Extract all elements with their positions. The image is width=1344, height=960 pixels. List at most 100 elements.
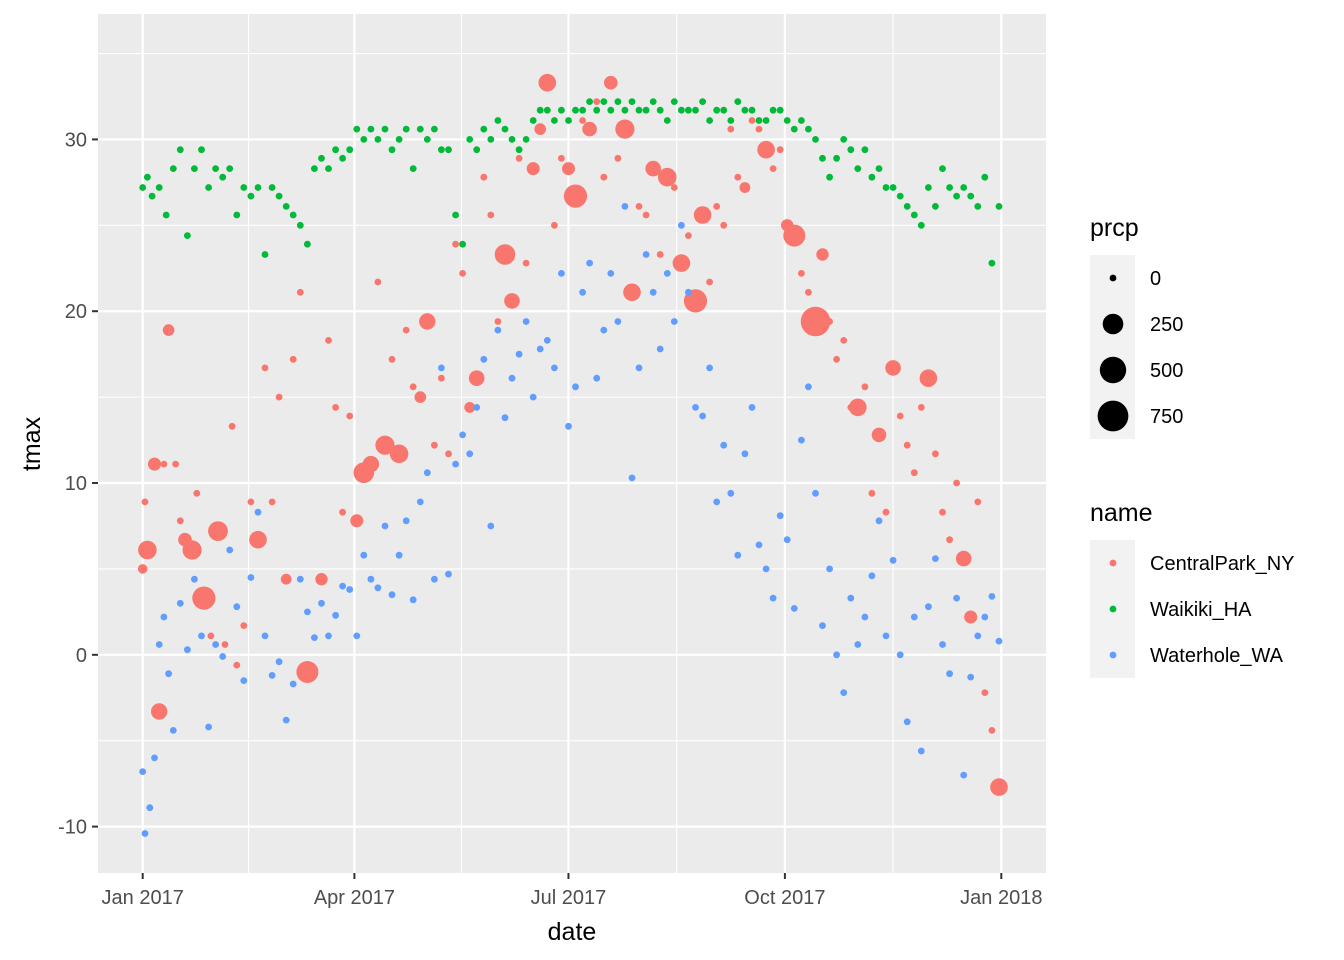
- point-centralpark-ny: [882, 508, 890, 516]
- point-centralpark-ny: [247, 498, 255, 506]
- point-waikiki-ha: [713, 106, 721, 114]
- point-centralpark-ny: [990, 778, 1008, 796]
- point-centralpark-ny: [141, 498, 149, 506]
- point-centralpark-ny: [615, 119, 635, 139]
- point-waikiki-ha: [176, 146, 184, 154]
- point-centralpark-ny: [658, 167, 677, 187]
- point-waikiki-ha: [508, 136, 516, 143]
- point-waikiki-ha: [487, 136, 495, 143]
- point-waikiki-ha: [903, 203, 911, 210]
- point-waterhole-wa: [501, 414, 509, 422]
- point-centralpark-ny: [172, 460, 180, 468]
- point-waikiki-ha: [360, 136, 368, 143]
- point-waterhole-wa: [254, 508, 262, 516]
- point-centralpark-ny: [409, 383, 417, 391]
- point-waikiki-ha: [917, 221, 925, 229]
- point-waikiki-ha: [169, 165, 177, 173]
- point-centralpark-ny: [240, 622, 248, 629]
- point-waikiki-ha: [706, 117, 713, 124]
- size-legend-label: 500: [1150, 360, 1183, 382]
- plot-panel: [98, 14, 1046, 873]
- point-waikiki-ha: [995, 203, 1003, 210]
- point-waikiki-ha: [304, 240, 311, 248]
- point-waterhole-wa: [558, 270, 565, 277]
- point-waikiki-ha: [198, 146, 205, 154]
- y-axis-title: tmax: [18, 416, 46, 471]
- point-waikiki-ha: [155, 184, 163, 191]
- point-waikiki-ha: [925, 184, 932, 191]
- point-waterhole-wa: [917, 747, 925, 755]
- color-legend-title: name: [1090, 499, 1153, 527]
- point-waikiki-ha: [346, 146, 354, 154]
- point-centralpark-ny: [776, 146, 784, 154]
- point-waikiki-ha: [861, 146, 869, 154]
- point-waikiki-ha: [219, 173, 227, 181]
- point-waterhole-wa: [826, 565, 833, 573]
- point-centralpark-ny: [268, 498, 276, 506]
- point-waterhole-wa: [861, 613, 869, 621]
- point-centralpark-ny: [755, 125, 763, 133]
- point-centralpark-ny: [685, 232, 692, 240]
- point-centralpark-ny: [748, 117, 756, 124]
- point-centralpark-ny: [734, 173, 742, 181]
- point-centralpark-ny: [885, 360, 901, 376]
- point-centralpark-ny: [670, 184, 678, 191]
- point-waikiki-ha: [289, 211, 297, 219]
- point-waterhole-wa: [268, 672, 276, 679]
- point-centralpark-ny: [275, 393, 283, 401]
- point-centralpark-ny: [160, 460, 168, 468]
- color-legend-point: [1109, 651, 1117, 659]
- point-waterhole-wa: [282, 716, 290, 724]
- x-tick-label: Jan 2018: [960, 887, 1042, 909]
- point-waikiki-ha: [988, 259, 996, 267]
- point-waterhole-wa: [466, 450, 474, 458]
- point-waterhole-wa: [868, 572, 876, 580]
- point-centralpark-ny: [593, 98, 601, 105]
- point-waikiki-ha: [649, 98, 657, 105]
- point-waikiki-ha: [191, 165, 198, 173]
- point-centralpark-ny: [910, 469, 918, 477]
- point-waterhole-wa: [995, 637, 1003, 645]
- point-waterhole-wa: [515, 350, 523, 358]
- point-waikiki-ha: [974, 203, 982, 210]
- point-waterhole-wa: [388, 591, 396, 599]
- point-waikiki-ha: [480, 125, 488, 133]
- point-waterhole-wa: [402, 517, 410, 525]
- point-waikiki-ha: [416, 125, 424, 133]
- point-centralpark-ny: [388, 355, 396, 363]
- point-centralpark-ny: [431, 441, 438, 449]
- x-axis-title: date: [548, 918, 597, 946]
- color-legend: name CentralPark_NY Waikiki_HA Waterhole_W…: [1090, 499, 1295, 678]
- point-waterhole-wa: [423, 469, 431, 477]
- point-waterhole-wa: [226, 546, 234, 554]
- point-centralpark-ny: [138, 540, 157, 560]
- color-legend-point: [1109, 605, 1117, 613]
- point-waikiki-ha: [967, 192, 975, 200]
- point-waikiki-ha: [353, 125, 361, 133]
- point-waikiki-ha: [515, 146, 523, 154]
- point-waikiki-ha: [529, 117, 537, 124]
- point-waterhole-wa: [494, 326, 502, 334]
- point-waterhole-wa: [663, 270, 671, 277]
- point-centralpark-ny: [261, 364, 269, 372]
- point-waikiki-ha: [551, 117, 558, 124]
- point-centralpark-ny: [974, 498, 982, 506]
- point-waterhole-wa: [882, 632, 890, 640]
- point-waterhole-wa: [960, 771, 968, 779]
- point-waikiki-ha: [423, 136, 431, 143]
- point-centralpark-ny: [162, 324, 175, 336]
- point-waterhole-wa: [762, 565, 770, 573]
- point-waikiki-ha: [565, 117, 572, 124]
- point-waikiki-ha: [798, 117, 805, 124]
- point-centralpark-ny: [522, 259, 530, 267]
- point-waikiki-ha: [184, 232, 191, 240]
- point-waikiki-ha: [960, 184, 968, 191]
- point-centralpark-ny: [464, 402, 476, 413]
- point-waterhole-wa: [678, 221, 685, 229]
- point-waterhole-wa: [261, 632, 269, 640]
- point-waikiki-ha: [282, 203, 290, 210]
- point-centralpark-ny: [339, 508, 346, 516]
- point-waterhole-wa: [967, 673, 975, 681]
- point-waterhole-wa: [769, 594, 777, 602]
- color-legend-label: Waterhole_WA: [1150, 645, 1284, 667]
